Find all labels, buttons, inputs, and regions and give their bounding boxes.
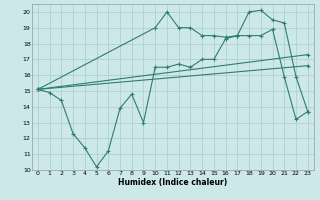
X-axis label: Humidex (Indice chaleur): Humidex (Indice chaleur) <box>118 178 228 187</box>
